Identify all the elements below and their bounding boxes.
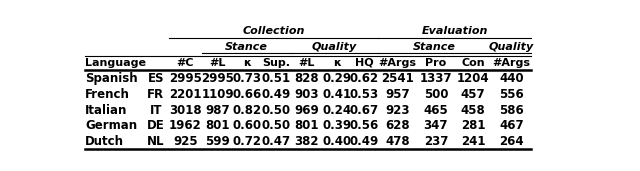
Text: Sup.: Sup. xyxy=(262,58,290,68)
Text: 0.40: 0.40 xyxy=(322,135,351,148)
Text: 2995: 2995 xyxy=(201,72,234,85)
Text: 0.47: 0.47 xyxy=(261,135,291,148)
Text: 903: 903 xyxy=(294,88,319,101)
Text: 3018: 3018 xyxy=(169,104,202,117)
Text: #Args: #Args xyxy=(378,58,417,68)
Text: 500: 500 xyxy=(424,88,448,101)
Text: Italian: Italian xyxy=(85,104,127,117)
Text: Quality: Quality xyxy=(312,42,357,52)
Text: ES: ES xyxy=(147,72,164,85)
Text: #C: #C xyxy=(177,58,194,68)
Text: 0.39: 0.39 xyxy=(322,119,351,132)
Text: 1962: 1962 xyxy=(169,119,202,132)
Text: Language: Language xyxy=(85,58,146,68)
Text: 0.41: 0.41 xyxy=(322,88,351,101)
Text: 969: 969 xyxy=(294,104,319,117)
Text: Evaluation: Evaluation xyxy=(421,26,488,36)
Text: 478: 478 xyxy=(385,135,410,148)
Text: 2201: 2201 xyxy=(169,88,202,101)
Text: 382: 382 xyxy=(294,135,319,148)
Text: 828: 828 xyxy=(294,72,319,85)
Text: 0.67: 0.67 xyxy=(349,104,378,117)
Text: 0.66: 0.66 xyxy=(233,88,262,101)
Text: Pro: Pro xyxy=(425,58,447,68)
Text: 0.73: 0.73 xyxy=(233,72,262,85)
Text: German: German xyxy=(85,119,137,132)
Text: κ: κ xyxy=(333,58,340,68)
Text: #Args: #Args xyxy=(493,58,531,68)
Text: 628: 628 xyxy=(385,119,410,132)
Text: 264: 264 xyxy=(499,135,524,148)
Text: 0.29: 0.29 xyxy=(322,72,351,85)
Text: #L: #L xyxy=(299,58,315,68)
Text: 599: 599 xyxy=(205,135,230,148)
Text: Dutch: Dutch xyxy=(85,135,124,148)
Text: 801: 801 xyxy=(205,119,230,132)
Text: κ: κ xyxy=(243,58,252,68)
Text: 0.51: 0.51 xyxy=(261,72,291,85)
Text: 458: 458 xyxy=(461,104,486,117)
Text: 556: 556 xyxy=(499,88,524,101)
Text: 0.53: 0.53 xyxy=(349,88,378,101)
Text: 0.82: 0.82 xyxy=(233,104,262,117)
Text: 1204: 1204 xyxy=(457,72,490,85)
Text: 0.49: 0.49 xyxy=(261,88,291,101)
Text: 1337: 1337 xyxy=(420,72,452,85)
Text: 0.49: 0.49 xyxy=(349,135,379,148)
Text: 241: 241 xyxy=(461,135,485,148)
Text: FR: FR xyxy=(147,88,164,101)
Text: 281: 281 xyxy=(461,119,485,132)
Text: 2995: 2995 xyxy=(169,72,202,85)
Text: 467: 467 xyxy=(499,119,524,132)
Text: 987: 987 xyxy=(205,104,230,117)
Text: 0.50: 0.50 xyxy=(261,119,291,132)
Text: 923: 923 xyxy=(385,104,410,117)
Text: 0.50: 0.50 xyxy=(261,104,291,117)
Text: 1109: 1109 xyxy=(202,88,234,101)
Text: Stance: Stance xyxy=(225,42,268,52)
Text: #L: #L xyxy=(209,58,226,68)
Text: NL: NL xyxy=(147,135,164,148)
Text: 0.72: 0.72 xyxy=(233,135,262,148)
Text: 957: 957 xyxy=(385,88,410,101)
Text: Stance: Stance xyxy=(413,42,456,52)
Text: Quality: Quality xyxy=(489,42,534,52)
Text: HQ: HQ xyxy=(355,58,373,68)
Text: IT: IT xyxy=(149,104,162,117)
Text: Con: Con xyxy=(461,58,485,68)
Text: 0.60: 0.60 xyxy=(233,119,262,132)
Text: 347: 347 xyxy=(424,119,448,132)
Text: 0.24: 0.24 xyxy=(322,104,351,117)
Text: 925: 925 xyxy=(173,135,198,148)
Text: 457: 457 xyxy=(461,88,485,101)
Text: 0.56: 0.56 xyxy=(349,119,379,132)
Text: 801: 801 xyxy=(294,119,319,132)
Text: 586: 586 xyxy=(499,104,524,117)
Text: 440: 440 xyxy=(499,72,524,85)
Text: 0.62: 0.62 xyxy=(349,72,378,85)
Text: French: French xyxy=(85,88,130,101)
Text: 465: 465 xyxy=(424,104,448,117)
Text: Collection: Collection xyxy=(243,26,305,36)
Text: Spanish: Spanish xyxy=(85,72,138,85)
Text: 2541: 2541 xyxy=(381,72,414,85)
Text: DE: DE xyxy=(147,119,164,132)
Text: 237: 237 xyxy=(424,135,448,148)
